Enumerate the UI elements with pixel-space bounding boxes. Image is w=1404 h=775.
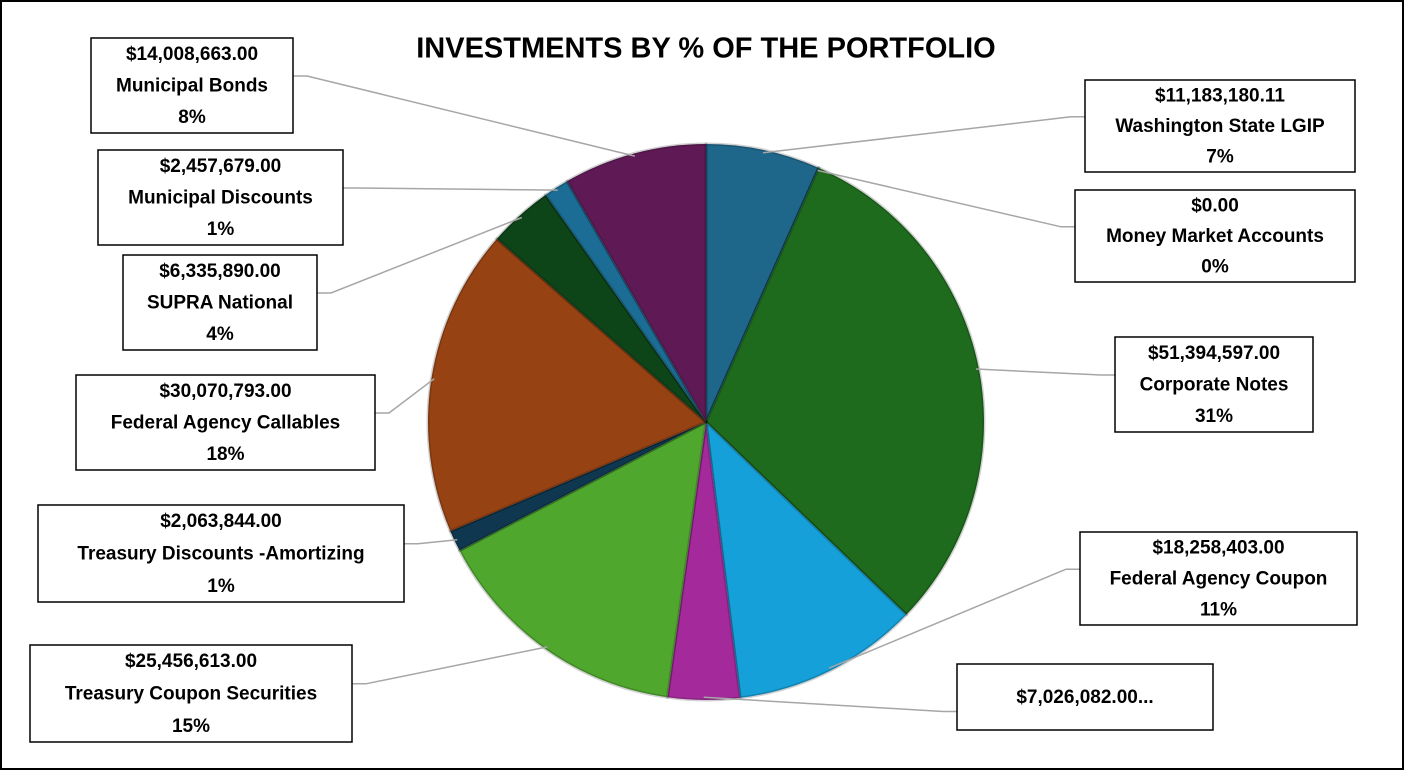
value-label: $0.00 — [1191, 195, 1239, 216]
percent-label: 1% — [207, 219, 235, 240]
category-label: Washington State LGIP — [1115, 116, 1325, 137]
category-label: Treasury Coupon Securities — [65, 684, 317, 705]
leader-line — [352, 646, 548, 685]
pie-slice — [704, 166, 821, 424]
leader-line — [293, 75, 636, 157]
label-box — [29, 644, 353, 743]
label-box — [97, 149, 344, 246]
leader-line — [976, 368, 1115, 376]
label-box — [122, 254, 318, 351]
pie-slice — [665, 420, 742, 702]
value-label: $11,183,180.11 — [1155, 85, 1285, 106]
value-label: $7,026,082.00... — [1016, 687, 1153, 708]
leader-line — [828, 568, 1080, 669]
pie-slice — [448, 420, 708, 553]
percent-label: 1% — [207, 576, 235, 597]
percent-label: 31% — [1195, 406, 1233, 427]
percent-label: 11% — [1200, 600, 1237, 621]
category-label: Municipal Bonds — [116, 76, 268, 97]
value-label: $6,335,890.00 — [159, 261, 281, 282]
label-box — [1074, 189, 1356, 283]
percent-label: 4% — [206, 324, 234, 345]
category-label: Municipal Discounts — [128, 188, 313, 209]
value-label: $25,456,613.00 — [125, 651, 257, 672]
label-box — [1114, 336, 1314, 433]
leader-line — [375, 378, 435, 414]
label-box — [956, 663, 1214, 731]
percent-label: 7% — [1206, 147, 1234, 168]
label-box — [1084, 79, 1356, 173]
value-label: $2,457,679.00 — [160, 156, 282, 177]
leader-line — [317, 216, 523, 294]
pie-slice — [495, 193, 708, 424]
label-box — [1079, 531, 1358, 626]
leader-line — [762, 116, 1085, 154]
category-label: Federal Agency Callables — [111, 413, 341, 434]
leader-line — [404, 539, 458, 545]
pie-slice — [458, 420, 708, 699]
percent-label: 18% — [206, 444, 244, 465]
category-label: SUPRA National — [147, 293, 293, 314]
value-label: $14,008,663.00 — [126, 44, 258, 65]
value-label: $2,063,844.00 — [160, 511, 282, 532]
percent-label: 8% — [178, 107, 206, 128]
value-label: $51,394,597.00 — [1148, 343, 1280, 364]
label-box — [37, 504, 405, 603]
pie-slice — [704, 142, 821, 424]
percent-label: 15% — [172, 716, 210, 737]
label-box — [75, 374, 376, 471]
leader-line — [703, 696, 957, 713]
category-label: Corporate Notes — [1140, 375, 1289, 396]
pie-slice — [426, 237, 708, 533]
label-box — [90, 37, 294, 134]
category-label: Money Market Accounts — [1106, 226, 1324, 247]
pie-slice — [544, 179, 708, 424]
pie-slice — [565, 142, 708, 424]
value-label: $18,258,403.00 — [1152, 538, 1284, 559]
category-label: Treasury Discounts -Amortizing — [77, 544, 364, 565]
pie-slice — [704, 420, 908, 700]
chart-title: INVESTMENTS BY % OF THE PORTFOLIO — [416, 33, 996, 65]
leader-line — [817, 169, 1075, 228]
leader-line — [343, 187, 558, 191]
category-label: Federal Agency Coupon — [1110, 569, 1328, 590]
value-label: $30,070,793.00 — [159, 381, 291, 402]
percent-label: 0% — [1201, 257, 1229, 278]
